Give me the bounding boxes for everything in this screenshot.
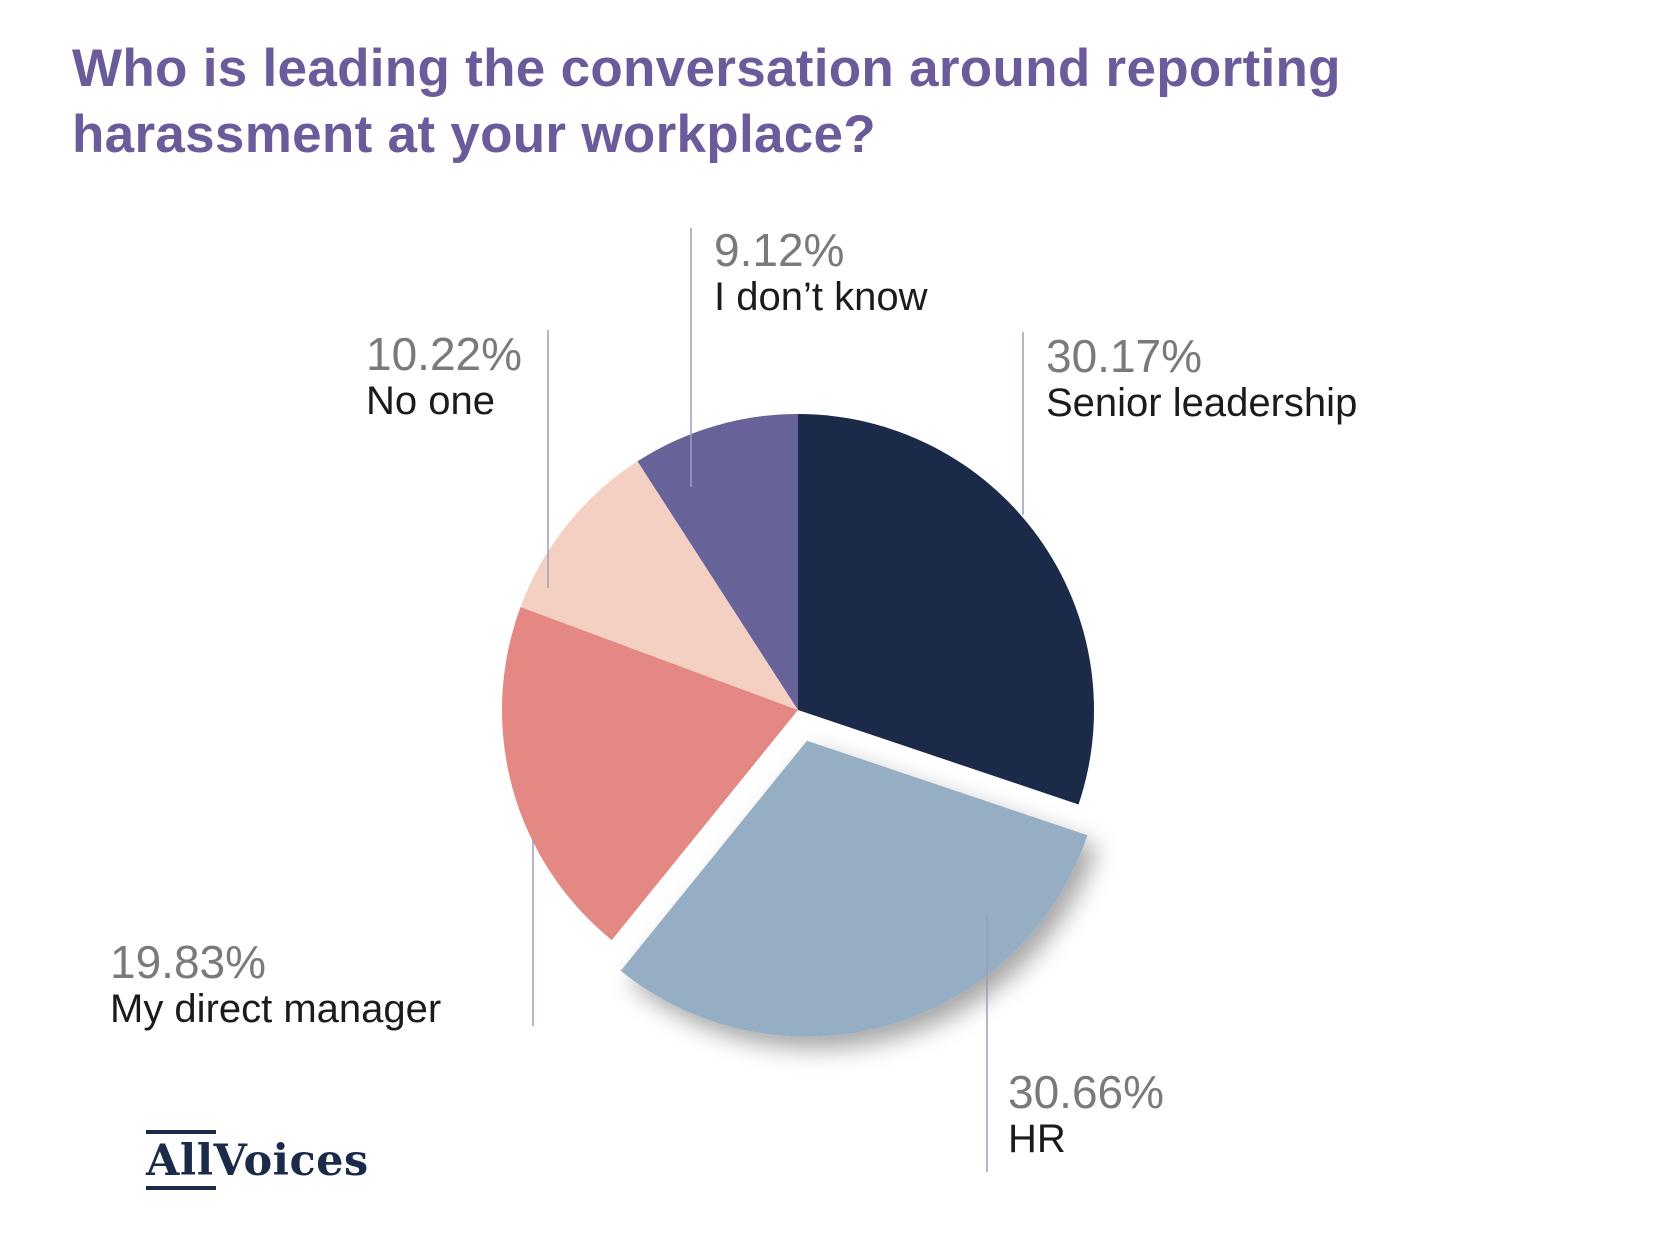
data-label-category-i-don-t-know: I don’t know bbox=[714, 275, 928, 319]
pie-slice-i-don-t-know bbox=[637, 414, 798, 710]
allvoices-logo: AllVoices bbox=[146, 1130, 369, 1190]
logo-all: All bbox=[146, 1130, 216, 1190]
data-label-percent-my-direct-manager: 19.83% bbox=[110, 936, 266, 988]
pie-slice-my-direct-manager bbox=[502, 606, 798, 941]
chart-title: Who is leading the conversation around r… bbox=[72, 39, 1341, 164]
data-label-percent-i-don-t-know: 9.12% bbox=[714, 224, 844, 276]
pie-slice-no-one bbox=[520, 461, 798, 710]
data-label-percent-senior-leadership: 30.17% bbox=[1046, 330, 1202, 382]
data-label-category-my-direct-manager: My direct manager bbox=[110, 987, 441, 1031]
data-label-category-senior-leadership: Senior leadership bbox=[1046, 381, 1357, 425]
pie-slice-senior-leadership bbox=[798, 414, 1094, 805]
logo-voices: Voices bbox=[213, 1136, 369, 1186]
data-label-percent-no-one: 10.22% bbox=[366, 328, 522, 380]
data-label-category-hr: HR bbox=[1008, 1117, 1066, 1161]
pie-slice-hr bbox=[620, 740, 1088, 1037]
data-label-percent-hr: 30.66% bbox=[1008, 1066, 1164, 1118]
data-label-category-no-one: No one bbox=[366, 379, 495, 423]
